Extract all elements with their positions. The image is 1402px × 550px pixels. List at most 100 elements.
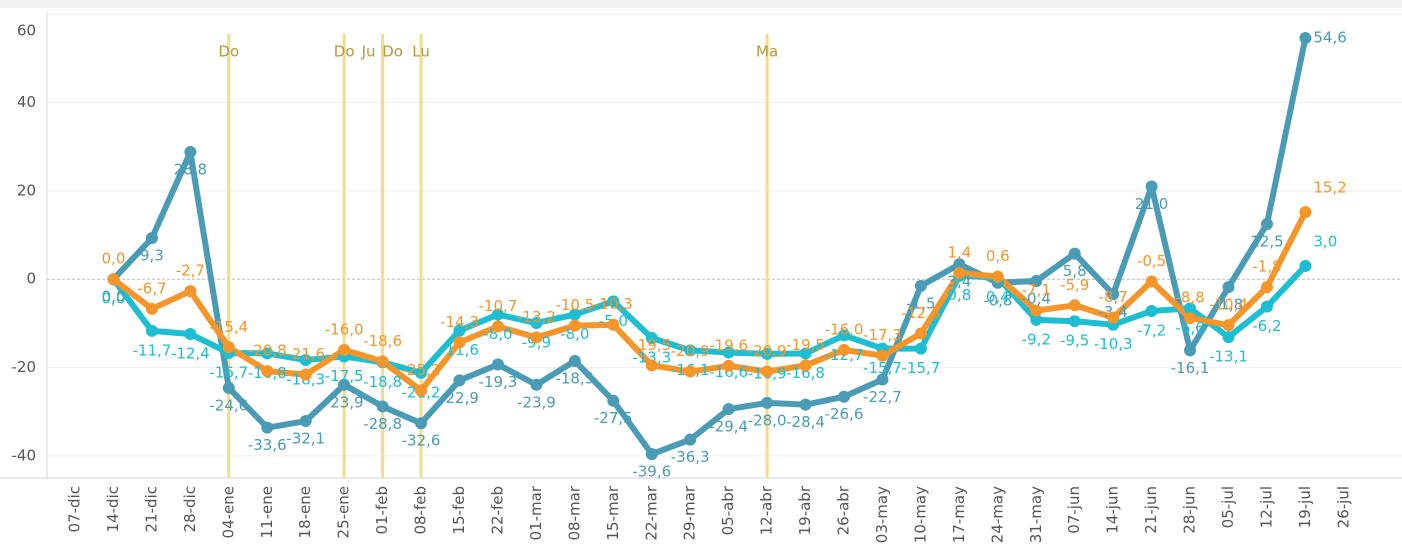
y-tick-label: 40: [17, 93, 36, 111]
data-point: [1068, 247, 1081, 260]
data-label: 0,0: [102, 250, 126, 268]
data-point: [876, 373, 889, 386]
data-label: -0,5: [1137, 252, 1166, 270]
data-label: -22,7: [863, 388, 902, 406]
annotation-label: Do: [334, 43, 355, 61]
data-point: [1030, 304, 1043, 317]
x-tick-label: 08-mar: [565, 485, 583, 540]
data-label: 0,0: [102, 290, 126, 308]
x-tick-label: 28-dic: [181, 486, 199, 532]
data-label: 54,6: [1313, 29, 1346, 47]
data-label: -23,9: [517, 393, 556, 411]
data-point: [453, 336, 466, 349]
data-point: [1145, 180, 1158, 193]
data-label: -22,9: [440, 389, 479, 407]
data-point: [645, 331, 658, 344]
data-label: -16,0: [325, 320, 364, 338]
data-label: -13,1: [1209, 348, 1248, 366]
data-point: [1299, 32, 1312, 45]
data-point: [145, 324, 158, 337]
data-label: -1,8: [1252, 258, 1281, 276]
data-label: 3,0: [1313, 232, 1337, 250]
data-point: [415, 366, 428, 379]
data-point: [953, 267, 966, 280]
data-label: -28,4: [786, 413, 825, 431]
data-point: [1222, 281, 1235, 294]
data-point: [645, 359, 658, 372]
data-point: [799, 347, 812, 360]
data-label: -12,3: [901, 304, 940, 322]
x-tick-label: 21-jun: [1142, 486, 1160, 534]
y-tick-label: -20: [12, 358, 37, 376]
data-point: [1299, 206, 1312, 219]
data-point: [453, 374, 466, 387]
data-point: [299, 415, 312, 428]
data-label: -10,7: [479, 297, 518, 315]
data-label: -9,2: [1022, 330, 1051, 348]
data-point: [607, 318, 620, 331]
x-tick-label: 22-feb: [488, 486, 506, 535]
data-point: [376, 400, 389, 413]
data-point: [261, 347, 274, 360]
data-label: -6,6: [1175, 319, 1204, 337]
data-label: -17,3: [863, 326, 902, 344]
data-label: -16,8: [786, 364, 825, 382]
x-tick-label: 07-jun: [1065, 486, 1083, 534]
x-tick-label: 14-dic: [104, 486, 122, 532]
x-tick-label: 28-jun: [1181, 486, 1199, 534]
data-label: -6,7: [137, 279, 166, 297]
data-label: -11,6: [440, 341, 479, 359]
x-tick-label: 12-abr: [758, 485, 776, 535]
data-point: [338, 378, 351, 391]
x-tick-label: 05-jul: [1219, 486, 1237, 528]
data-point: [1260, 281, 1273, 294]
x-tick-label: 22-mar: [642, 485, 660, 540]
data-point: [145, 302, 158, 315]
annotation-label: Do: [218, 43, 239, 61]
x-tick-label: 15-mar: [604, 485, 622, 540]
data-point: [914, 327, 927, 340]
data-point: [568, 308, 581, 321]
data-label: -10,5: [555, 296, 594, 314]
data-label: -14,3: [440, 313, 479, 331]
x-tick-label: 03-may: [873, 486, 891, 543]
data-label: -18,8: [363, 373, 402, 391]
x-tick-label: 07-dic: [66, 486, 84, 532]
data-label: 5,8: [1063, 262, 1087, 280]
y-tick-label: 0: [26, 270, 36, 288]
data-point: [530, 378, 543, 391]
x-tick-label: 11-ene: [258, 486, 276, 538]
data-label: 9,3: [140, 247, 164, 265]
data-label: -15,7: [901, 359, 940, 377]
data-label: -0,8: [983, 291, 1012, 309]
y-tick-label: -40: [12, 446, 37, 464]
data-point: [1184, 302, 1197, 315]
data-label: -8,0: [560, 325, 589, 343]
data-point: [491, 308, 504, 321]
data-label: 0,0: [102, 288, 126, 306]
data-point: [491, 320, 504, 333]
data-point: [799, 398, 812, 411]
data-point: [607, 394, 620, 407]
data-label: -19,5: [786, 336, 825, 354]
data-label: -2,7: [176, 262, 205, 280]
x-tick-label: 25-ene: [335, 486, 353, 538]
data-point: [761, 347, 774, 360]
data-label: -8,0: [483, 325, 512, 343]
data-label: -5,9: [1060, 276, 1089, 294]
data-label: -8,7: [1099, 288, 1128, 306]
data-label: 21,0: [1135, 195, 1168, 213]
data-label: -32,6: [402, 432, 441, 450]
data-label: -17,5: [325, 367, 364, 385]
data-label: 0,6: [986, 247, 1010, 265]
data-point: [838, 343, 850, 356]
data-label: -18,5: [555, 369, 594, 387]
data-point: [1145, 305, 1158, 318]
x-tick-label: 18-ene: [296, 486, 314, 538]
x-tick-label: 10-may: [911, 486, 929, 543]
data-label: -7,1: [1022, 281, 1051, 299]
data-point: [684, 433, 697, 446]
data-label: -27,5: [594, 409, 633, 427]
x-tick-label: 01-feb: [373, 486, 391, 535]
top-band: [0, 0, 1402, 8]
